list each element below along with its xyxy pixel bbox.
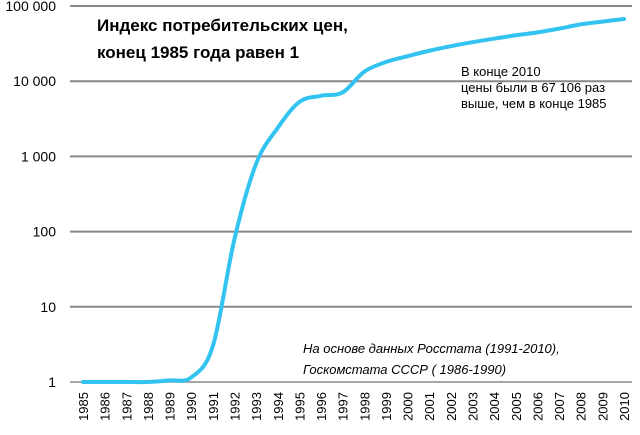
x-tick-label: 2002	[444, 392, 459, 421]
data-point	[319, 94, 323, 98]
annotation-line-3: выше, чем в конце 1985	[461, 96, 607, 111]
x-tick-label: 1985	[76, 392, 91, 421]
x-tick-label: 1986	[98, 392, 113, 421]
data-point	[103, 380, 107, 384]
chart-title-line-1: Индекс потребительских цен,	[97, 16, 348, 35]
data-point	[232, 237, 236, 241]
y-tick-labels: 1 10 100 1 000 10 000 100 000	[5, 0, 56, 390]
x-tick-label: 2001	[422, 392, 437, 421]
x-tick-label: 1996	[314, 392, 329, 421]
x-tick-label: 1988	[141, 392, 156, 421]
x-tick-label: 1994	[271, 392, 286, 421]
x-tick-label: 2000	[401, 392, 416, 421]
data-point	[557, 27, 561, 31]
x-tick-label: 1993	[249, 392, 264, 421]
data-point	[297, 100, 301, 104]
data-point	[622, 17, 626, 21]
x-tick-label: 1987	[119, 392, 134, 421]
y-tick-label: 1	[48, 374, 56, 390]
data-points	[81, 17, 626, 384]
data-point	[189, 375, 193, 379]
data-point	[406, 54, 410, 58]
y-tick-label: 1 000	[21, 148, 56, 164]
data-point	[471, 40, 475, 44]
data-point	[124, 380, 128, 384]
annotation-line-1: В конце 2010	[461, 64, 541, 79]
source-line-1: На основе данных Росстата (1991-2010),	[303, 341, 560, 356]
data-point	[384, 60, 388, 64]
data-point	[146, 380, 150, 384]
x-tick-label: 1989	[163, 392, 178, 421]
x-tick-label: 2005	[509, 392, 524, 421]
data-point	[514, 33, 518, 37]
data-point	[535, 30, 539, 34]
data-point	[341, 90, 345, 94]
data-point	[492, 37, 496, 41]
x-tick-label: 1992	[227, 392, 242, 421]
data-point	[276, 126, 280, 130]
data-point	[579, 22, 583, 26]
x-tick-label: 1999	[379, 392, 394, 421]
data-point	[427, 49, 431, 53]
x-tick-label: 2008	[574, 392, 589, 421]
data-point	[449, 44, 453, 48]
annotation-line-2: цены были в 67 106 раз	[461, 80, 605, 95]
x-tick-label: 2010	[617, 392, 632, 421]
y-gridlines	[70, 5, 632, 383]
data-point	[362, 70, 366, 74]
x-tick-label: 2006	[530, 392, 545, 421]
x-tick-label: 1997	[336, 392, 351, 421]
data-point	[211, 344, 215, 348]
y-tick-label: 100 000	[5, 0, 56, 14]
data-point	[81, 380, 85, 384]
y-tick-label: 100	[33, 224, 57, 240]
source-line-2: Госкомстата СССР ( 1986-1990)	[303, 362, 506, 377]
data-point	[168, 378, 172, 382]
x-tick-label: 1998	[357, 392, 372, 421]
x-tick-label: 2003	[466, 392, 481, 421]
x-tick-label: 2009	[595, 392, 610, 421]
x-tick-labels: 1985 1986 1987 1988 1989 1990 1991 1992 1993 1994…	[76, 392, 632, 421]
y-tick-label: 10	[40, 299, 56, 315]
data-point	[600, 20, 604, 24]
chart-title-line-2: конец 1985 года равен 1	[97, 43, 299, 62]
x-tick-label: 2004	[487, 392, 502, 421]
x-tick-label: 1990	[184, 392, 199, 421]
x-tick-label: 1995	[292, 392, 307, 421]
x-tick-label: 2007	[552, 392, 567, 421]
x-tick-label: 1991	[206, 392, 221, 421]
cpi-series-line	[81, 17, 626, 385]
y-tick-label: 10 000	[13, 73, 56, 89]
data-point	[254, 162, 258, 166]
